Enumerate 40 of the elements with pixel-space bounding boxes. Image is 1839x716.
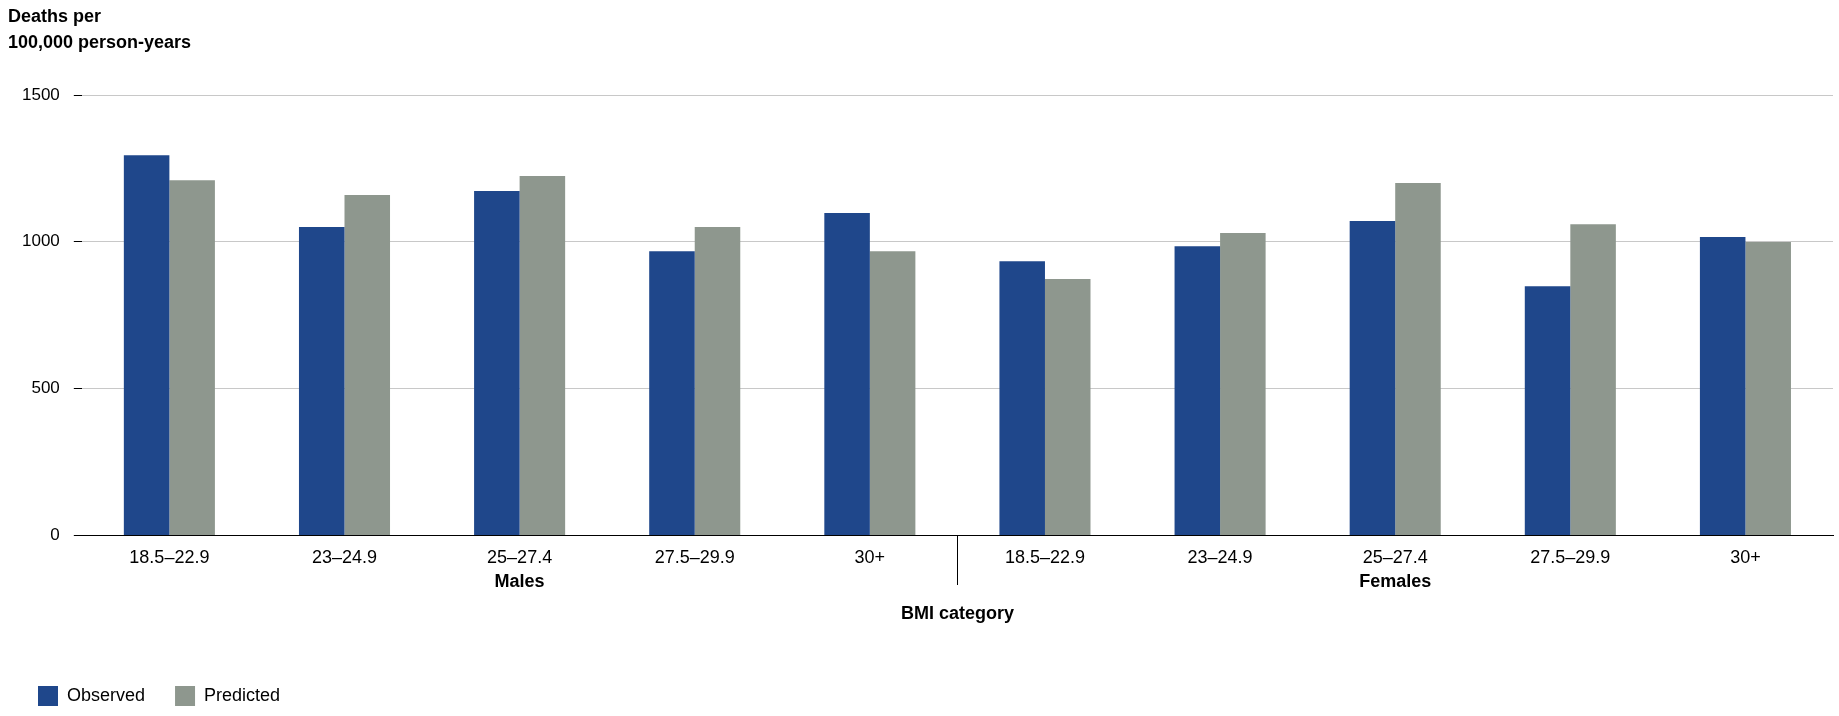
x-tick-label: 27.5–29.9 (654, 547, 735, 568)
y-tick-label: 500 (31, 378, 60, 398)
bar (1570, 224, 1616, 535)
x-tick-label: 18.5–22.9 (1004, 547, 1086, 568)
bar (1174, 246, 1221, 535)
bar (1524, 286, 1571, 535)
bar (344, 195, 391, 535)
x-tick-label: 23–24.9 (1187, 547, 1253, 568)
bar (999, 261, 1045, 535)
x-tick-label: 30+ (854, 547, 886, 568)
bar (519, 176, 566, 535)
bar (1395, 183, 1441, 535)
bar (1745, 242, 1791, 535)
x-tick-label: 23–24.9 (311, 547, 378, 568)
x-axis-title: BMI category (900, 603, 1014, 624)
bar (1220, 232, 1266, 535)
y-tick-label: 1000 (21, 231, 60, 251)
text: Males (494, 571, 545, 592)
bar (1699, 237, 1746, 535)
bar (869, 251, 916, 535)
bar (169, 180, 215, 535)
y-axis-title: Deaths per 100,000 person-years (8, 5, 192, 52)
bar (1044, 279, 1091, 535)
bar (649, 251, 695, 535)
x-tick-label: 30+ (1730, 547, 1761, 568)
bar (694, 227, 741, 535)
x-tick-label: 25–27.4 (487, 547, 553, 568)
bar (298, 227, 345, 535)
text: Females (1359, 571, 1432, 592)
legend-label: Predicted (204, 684, 281, 705)
bar (123, 155, 170, 535)
x-tick-label: 18.5–22.9 (129, 547, 210, 568)
y-tick-label: 0 (50, 525, 60, 545)
legend-label: Observed (67, 684, 146, 705)
bar (824, 213, 870, 535)
bar (474, 191, 520, 535)
bar (1349, 220, 1396, 535)
x-tick-label: 25–27.4 (1362, 547, 1428, 568)
y-tick-label: 1500 (21, 84, 60, 104)
x-tick-label: 27.5–29.9 (1530, 547, 1611, 568)
